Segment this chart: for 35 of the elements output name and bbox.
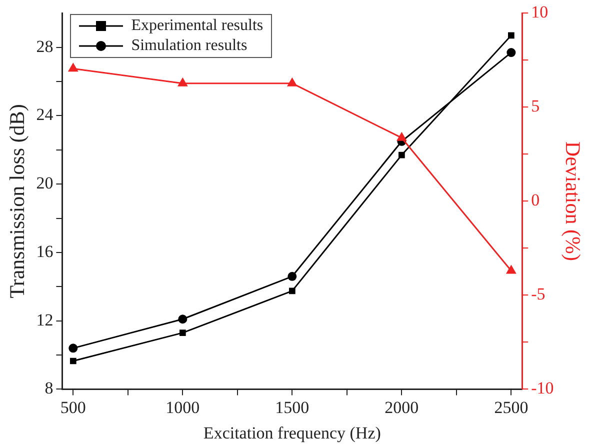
y-tick-label: 8 — [44, 378, 54, 398]
point — [177, 77, 188, 86]
y2-tick-label: -10 — [531, 378, 554, 398]
point — [288, 288, 296, 294]
y-axis-title: Transmission loss (dB) — [5, 104, 30, 298]
point — [508, 32, 514, 39]
x-axis-title: Excitation frequency (Hz) — [203, 423, 381, 442]
y-tick-label: 16 — [36, 242, 54, 261]
x-tick-label: 2000 — [384, 398, 419, 417]
x-tick-label: 1000 — [166, 398, 200, 417]
y2-axis-title: Deviation (%) — [560, 141, 585, 261]
legend-label: Simulation results — [131, 37, 248, 56]
y2-tick-label: 5 — [531, 96, 540, 116]
point — [70, 358, 76, 364]
y-tick-label: 28 — [36, 36, 54, 56]
point — [68, 344, 78, 353]
point — [288, 272, 297, 281]
y-tick-label: 20 — [36, 174, 54, 193]
y2-tick-label: 10 — [531, 2, 548, 22]
point — [506, 48, 516, 58]
y-tick-label: 24 — [36, 105, 54, 124]
x-tick-label: 1500 — [275, 398, 310, 417]
legend-label: Experimental results — [131, 17, 264, 36]
point — [286, 77, 298, 86]
point — [178, 314, 188, 324]
point — [179, 330, 186, 336]
x-tick-label: 500 — [60, 398, 86, 417]
x-tick-label: 2500 — [494, 398, 528, 417]
y-tick-label: 12 — [36, 310, 54, 330]
y2-tick-label: 0 — [531, 190, 540, 210]
point — [506, 264, 516, 274]
point — [398, 152, 405, 158]
point — [396, 132, 407, 141]
y2-tick-label: -5 — [531, 284, 546, 304]
point — [68, 62, 78, 72]
